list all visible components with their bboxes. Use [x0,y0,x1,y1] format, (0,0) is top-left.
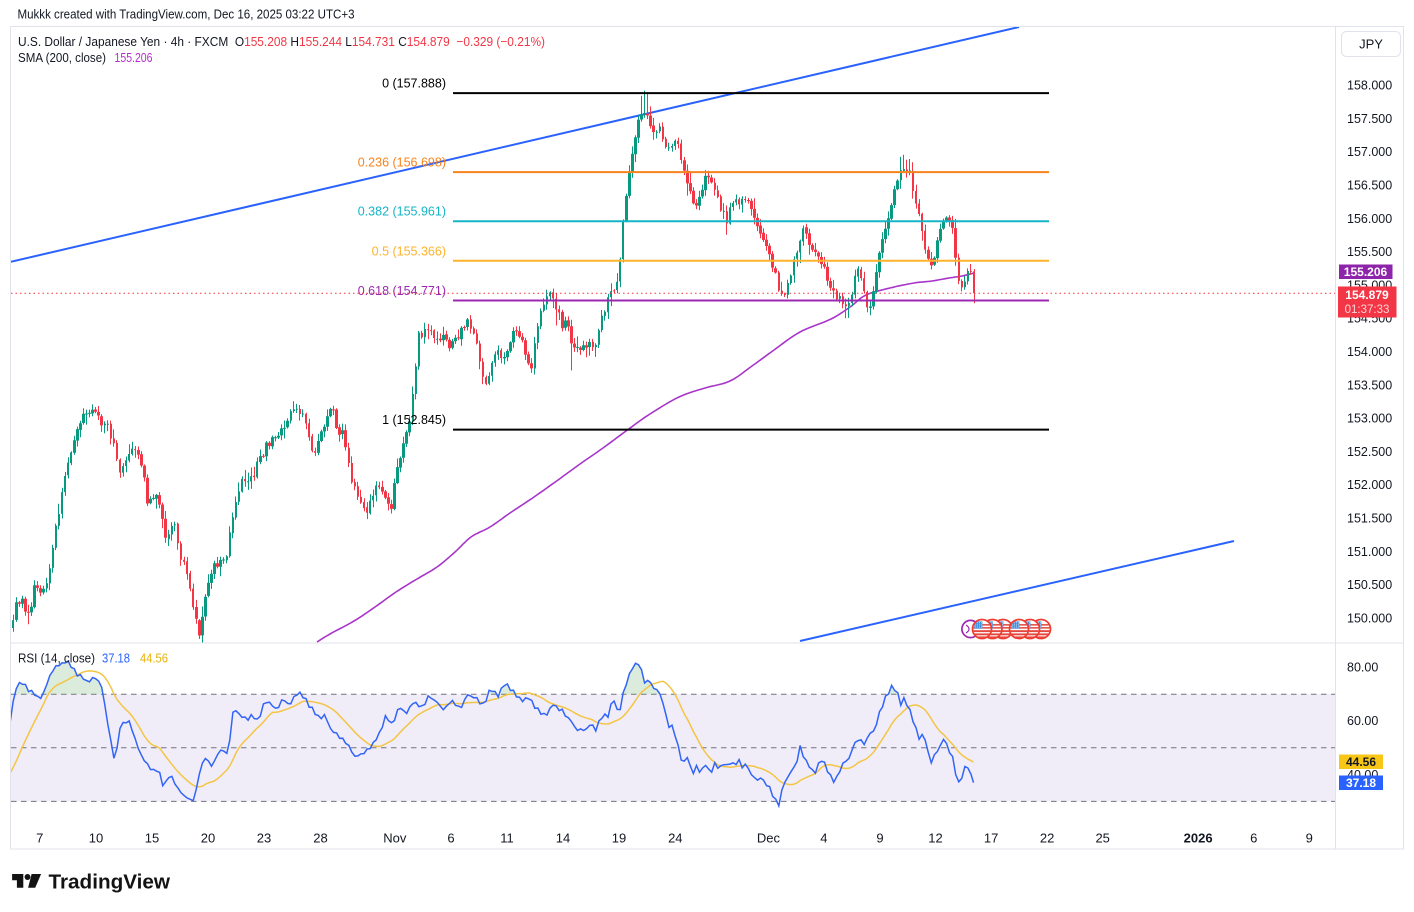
svg-text:1 (152.845): 1 (152.845) [382,413,446,427]
svg-text:154.879: 154.879 [1345,288,1389,302]
svg-text:153.500: 153.500 [1347,378,1392,392]
svg-text:158.000: 158.000 [1347,79,1392,93]
svg-text:152.500: 152.500 [1347,445,1392,459]
svg-text:20: 20 [201,831,215,846]
svg-text:156.500: 156.500 [1347,179,1392,193]
svg-text:44.56: 44.56 [1346,755,1376,769]
svg-text:150.000: 150.000 [1347,611,1392,625]
svg-text:Dec: Dec [757,831,781,846]
svg-text:6: 6 [447,831,454,846]
svg-text:154.000: 154.000 [1347,345,1392,359]
svg-text:0.382 (155.961): 0.382 (155.961) [358,205,446,219]
svg-text:17: 17 [984,831,998,846]
svg-text:44.56: 44.56 [140,651,168,666]
svg-text:9: 9 [1306,831,1313,846]
svg-text:7: 7 [36,831,43,846]
svg-text:155.206: 155.206 [1344,265,1388,279]
svg-text:28: 28 [313,831,327,846]
svg-text:4: 4 [820,831,827,846]
svg-text:U.S. Dollar / Japanese Yen · 4: U.S. Dollar / Japanese Yen · 4h · FXCM O… [18,34,545,49]
svg-text:157.500: 157.500 [1347,112,1392,126]
svg-text:150.500: 150.500 [1347,578,1392,592]
svg-text:JPY: JPY [1359,37,1383,52]
svg-text:155.500: 155.500 [1347,245,1392,259]
svg-text:152.000: 152.000 [1347,478,1392,492]
svg-text:153.000: 153.000 [1347,412,1392,426]
svg-text:151.000: 151.000 [1347,545,1392,559]
svg-text:9: 9 [876,831,883,846]
svg-text:155.206: 155.206 [115,50,153,65]
svg-text:10: 10 [89,831,103,846]
svg-text:60.00: 60.00 [1347,714,1378,728]
svg-text:11: 11 [500,831,514,846]
svg-text:37.18: 37.18 [1346,776,1376,790]
svg-text:12: 12 [928,831,942,846]
svg-text:01:37:33: 01:37:33 [1345,304,1390,316]
svg-text:19: 19 [612,831,626,846]
svg-text:0.236 (156.698): 0.236 (156.698) [358,156,446,170]
svg-text:22: 22 [1040,831,1054,846]
svg-text:SMA (200, close): SMA (200, close) [18,50,106,65]
svg-text:80.00: 80.00 [1347,661,1378,675]
svg-text:RSI (14, close): RSI (14, close) [18,651,95,666]
svg-text:TradingView: TradingView [49,871,171,894]
svg-text:15: 15 [145,831,159,846]
svg-text:151.500: 151.500 [1347,512,1392,526]
svg-text:14: 14 [556,831,570,846]
svg-text:0 (157.888): 0 (157.888) [382,77,446,91]
svg-text:Nov: Nov [383,831,407,846]
svg-text:Mukkk created with TradingView: Mukkk created with TradingView.com, Dec … [18,7,355,22]
svg-text:2026: 2026 [1184,831,1213,846]
svg-text:24: 24 [668,831,682,846]
svg-text:0.618 (154.771): 0.618 (154.771) [358,284,446,298]
svg-text:37.18: 37.18 [102,651,130,666]
svg-text:0.5 (155.366): 0.5 (155.366) [372,244,446,258]
svg-text:23: 23 [257,831,271,846]
svg-text:157.000: 157.000 [1347,145,1392,159]
svg-text:25: 25 [1095,831,1109,846]
svg-text:156.000: 156.000 [1347,212,1392,226]
svg-text:6: 6 [1250,831,1257,846]
